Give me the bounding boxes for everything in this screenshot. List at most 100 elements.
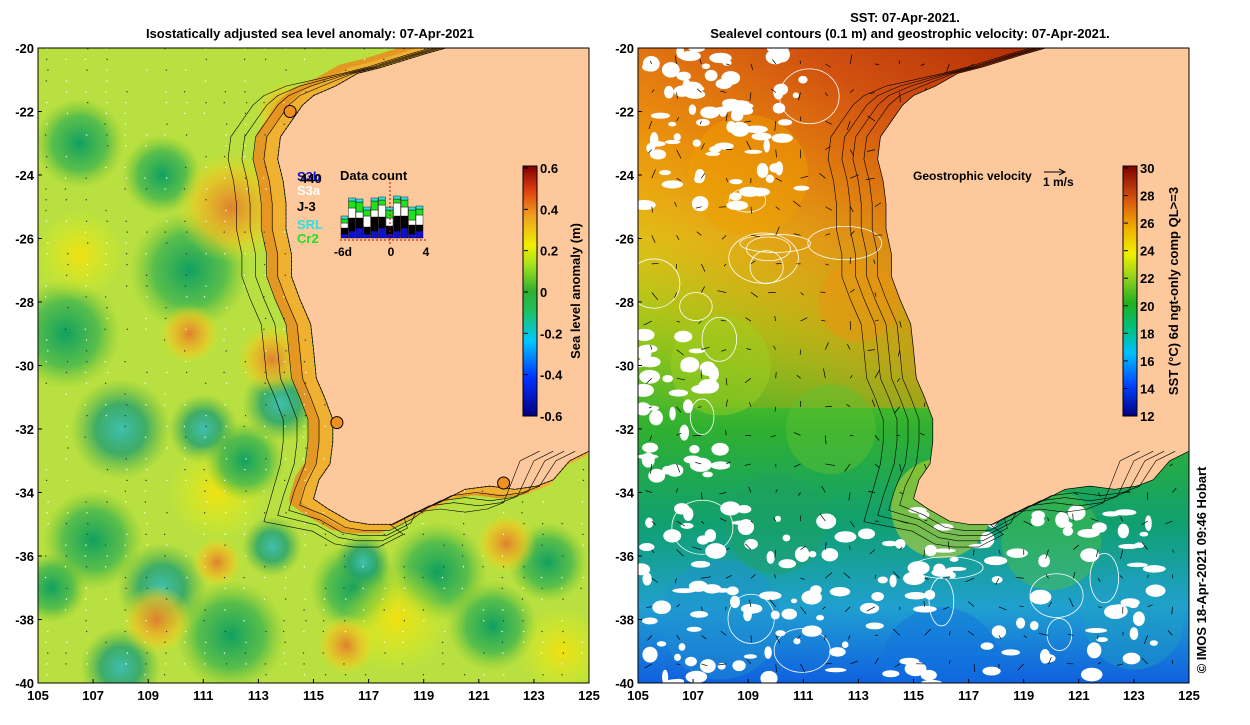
- cloud-patch: [693, 139, 701, 146]
- y-tick-label: -30: [15, 359, 34, 374]
- track-dot: [167, 512, 168, 513]
- track-dot: [362, 588, 363, 589]
- track-dot: [126, 91, 127, 92]
- track-dot: [246, 663, 247, 664]
- x-tick-label: 121: [468, 688, 490, 703]
- cloud-patch: [1096, 637, 1107, 642]
- track-dot: [146, 145, 147, 146]
- track-dot: [47, 350, 48, 351]
- track-dot: [503, 534, 504, 535]
- colorbar-tick-label: 22: [1140, 271, 1154, 286]
- track-dot: [285, 458, 286, 459]
- colorbar-tick-label: -0.4: [540, 368, 563, 383]
- track-dot: [105, 167, 106, 168]
- track-dot: [46, 361, 47, 362]
- track-dot: [166, 631, 167, 632]
- track-dot: [324, 685, 325, 686]
- track-dot: [48, 501, 49, 502]
- track-dot: [167, 372, 168, 373]
- track-dot: [482, 566, 483, 567]
- cloud-patch: [686, 671, 708, 683]
- track-dot: [205, 199, 206, 200]
- track-dot: [283, 620, 284, 621]
- x-tick-label: 125: [578, 688, 600, 703]
- y-tick-label: -36: [615, 549, 634, 564]
- track-dot: [522, 620, 523, 621]
- cloud-patch: [773, 103, 786, 114]
- track-dot: [87, 102, 88, 103]
- colorbar-tick-label: 16: [1140, 354, 1154, 369]
- track-dot: [323, 620, 324, 621]
- track-dot: [66, 642, 67, 643]
- track-dot: [462, 545, 463, 546]
- track-dot: [285, 642, 286, 643]
- track-dot: [126, 458, 127, 459]
- track-dot: [205, 426, 206, 427]
- cloud-patch: [642, 452, 655, 467]
- track-dot: [144, 383, 145, 384]
- cloud-patch: [759, 591, 781, 600]
- track-dot: [45, 296, 46, 297]
- track-dot: [226, 685, 227, 686]
- track-dot: [284, 480, 285, 481]
- data-count-bar-segment: [356, 218, 363, 228]
- sla-eddy: [34, 209, 124, 299]
- track-dot: [402, 663, 403, 664]
- track-dot: [265, 437, 266, 438]
- track-dot: [284, 361, 285, 362]
- data-count-bar-segment: [394, 199, 401, 203]
- cloud-patch: [638, 345, 657, 353]
- cloud-patch: [992, 625, 1006, 638]
- cloud-patch: [791, 598, 797, 603]
- track-dot: [264, 577, 265, 578]
- track-dot: [325, 588, 326, 589]
- track-dot: [67, 447, 68, 448]
- track-dot: [206, 480, 207, 481]
- track-dot: [126, 285, 127, 286]
- cloud-patch: [700, 659, 716, 673]
- track-dot: [67, 113, 68, 114]
- cloud-patch: [634, 360, 646, 367]
- cloud-patch: [689, 104, 696, 115]
- track-dot: [85, 620, 86, 621]
- cloud-patch: [664, 86, 674, 98]
- track-dot: [87, 523, 88, 524]
- cloud-patch: [702, 471, 713, 477]
- track-dot: [541, 545, 542, 546]
- y-tick-label: -38: [15, 613, 34, 628]
- sla-eddy: [34, 98, 124, 188]
- track-dot: [125, 577, 126, 578]
- track-dot: [146, 134, 147, 135]
- cloud-patch: [645, 518, 653, 528]
- track-dot: [442, 685, 443, 686]
- track-dot: [305, 545, 306, 546]
- track-dot: [47, 242, 48, 243]
- cloud-patch: [682, 79, 690, 94]
- cloud-patch: [1064, 522, 1072, 529]
- track-dot: [524, 577, 525, 578]
- cloud-patch: [1085, 628, 1107, 633]
- track-dot: [85, 599, 86, 600]
- track-dot: [165, 663, 166, 664]
- track-dot: [86, 631, 87, 632]
- track-dot: [342, 534, 343, 535]
- data-count-bar-segment: [379, 205, 386, 217]
- cloud-patch: [659, 170, 671, 175]
- track-dot: [224, 447, 225, 448]
- track-dot: [105, 210, 106, 211]
- cloud-patch: [632, 563, 650, 575]
- track-dot: [285, 599, 286, 600]
- track-dot: [563, 685, 564, 686]
- track-dot: [105, 545, 106, 546]
- sla-eddy: [205, 421, 285, 501]
- track-dot: [106, 102, 107, 103]
- track-dot: [184, 642, 185, 643]
- track-dot: [244, 275, 245, 276]
- cloud-patch: [969, 544, 991, 548]
- track-dot: [562, 631, 563, 632]
- track-dot: [46, 156, 47, 157]
- track-dot: [126, 178, 127, 179]
- track-dot: [86, 588, 87, 589]
- track-dot: [402, 631, 403, 632]
- track-dot: [87, 264, 88, 265]
